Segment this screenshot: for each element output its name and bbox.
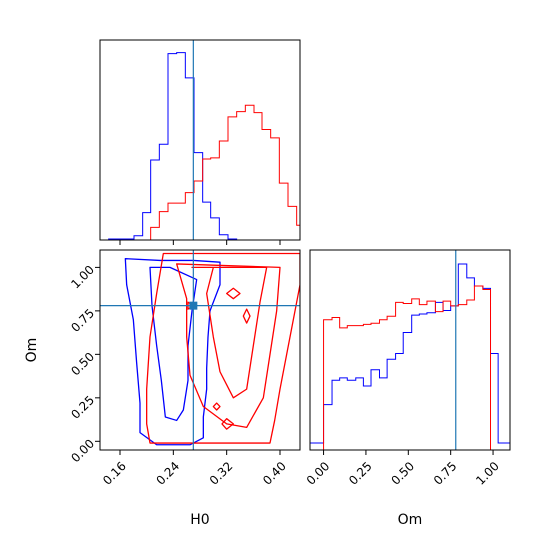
h0-x-tick-label-2: 0.32 (207, 459, 236, 488)
om-y-tick-label-0: 0.00 (68, 436, 97, 465)
contour-6 (221, 418, 234, 430)
x-axis-title-om: Om (398, 512, 423, 528)
om-hist-frame (309, 249, 511, 451)
om-hist-series-0 (310, 263, 510, 450)
y-axis-title-om: Om (24, 338, 40, 363)
contour-8 (242, 308, 251, 324)
contour-7 (212, 402, 221, 411)
h0-hist-area (100, 40, 300, 240)
h0-hist-frame (99, 39, 301, 241)
h0-hist-series-1 (150, 104, 300, 240)
om-y-tick-label-3: 0.75 (68, 306, 97, 335)
om-y-tick-label-4: 1.00 (68, 263, 97, 292)
contour-4 (191, 266, 268, 399)
axis-labels: H0 Om Om (24, 338, 422, 528)
h0-x-tick-label-0: 0.16 (100, 459, 129, 488)
h0-x-tick-label-1: 0.24 (153, 459, 182, 488)
om-y-tick-label-1: 0.25 (68, 393, 97, 422)
om-x-tick-label-1: 0.25 (346, 459, 375, 488)
om-hist-series-1 (323, 285, 499, 450)
h0-x-tick-label-3: 0.40 (260, 459, 289, 488)
contour-2 (146, 252, 300, 444)
x-axis-title-h0: H0 (190, 512, 209, 528)
contour-9 (226, 287, 241, 300)
om-x-tick-label-4: 1.00 (473, 459, 502, 488)
h0-hist-series-0 (100, 52, 246, 240)
panel-h0-om-contours: 0.16 0.24 0.32 0.40 0.00 0.25 0.50 0.75 1.00 (68, 249, 301, 488)
om-y-tick-label-2: 0.50 (68, 350, 97, 379)
contour-1 (149, 266, 198, 422)
om-x-tick-label-3: 0.75 (431, 459, 460, 488)
om-x-tick-label-0: 0.00 (304, 459, 333, 488)
panel-h0-histogram (99, 39, 301, 245)
om-x-tick-label-2: 0.50 (388, 459, 417, 488)
truth-marker (189, 301, 198, 310)
contour-area (100, 250, 300, 450)
contour-frame (99, 249, 301, 451)
om-hist-area (310, 250, 510, 450)
contour-0 (124, 258, 221, 446)
contour-3 (176, 263, 281, 429)
panel-om-histogram: 0.00 0.25 0.50 0.75 1.00 (304, 249, 511, 488)
